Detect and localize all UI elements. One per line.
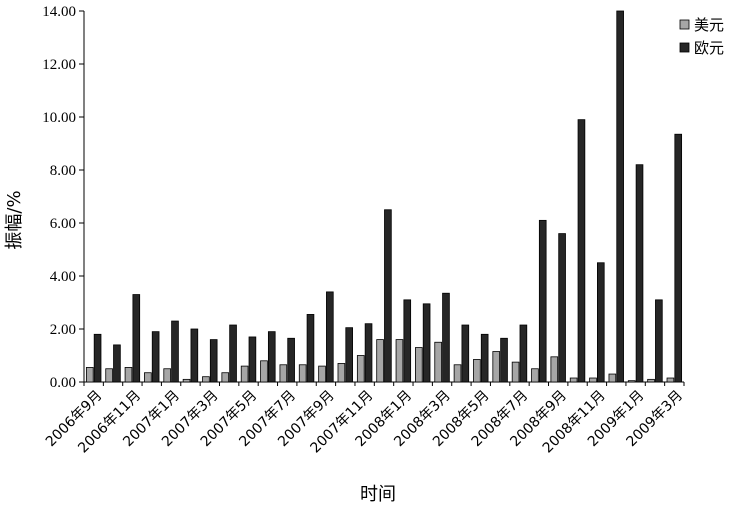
usd-bar [453,364,462,383]
eur-bar [442,292,450,383]
eur-bar [403,299,412,383]
usd-bar [492,351,501,383]
eur-bar [287,337,295,383]
y-tick-label: 0.00 [50,375,76,391]
usd-bar [105,368,113,383]
eur-bar [461,324,470,383]
eur-bar [500,337,508,383]
usd-bar [627,380,636,383]
y-tick-label: 10.00 [42,110,76,126]
eur-bar [480,333,489,383]
eur-bar [538,219,547,383]
usd-bar [395,339,404,383]
eur-bar [384,209,392,383]
usd-bar [531,368,539,383]
usd-bar [473,359,481,383]
eur-bar [151,331,160,383]
usd-bar [569,377,578,383]
y-tick-label: 4.00 [50,269,76,285]
eur-bar [248,336,257,383]
usd-bar [221,372,230,383]
usd-bar [415,347,423,383]
usd-bar [550,356,559,383]
eur-bar [93,333,102,383]
eur-bar [655,299,663,383]
eur-bar [364,323,373,383]
y-axis-title: 振幅/% [4,190,25,249]
legend-eur-label: 欧元 [694,39,724,57]
usd-bar [202,376,210,383]
usd-bar [608,373,617,383]
usd-bar [318,365,326,383]
usd-bar [356,355,365,383]
usd-bar [434,341,442,383]
eur-bar [635,164,644,383]
legend-eur-swatch [679,42,690,53]
y-tick-label: 8.00 [50,163,76,179]
usd-bar [260,360,268,383]
usd-bar [182,378,191,383]
usd-bar [666,377,675,383]
eur-bar [326,291,334,383]
x-axis-title: 时间 [360,484,396,505]
usd-bar [589,377,597,383]
usd-bar [144,372,152,383]
usd-bar [240,365,249,383]
y-axis-title-group: 振幅/% [4,190,25,249]
eur-bar [171,320,179,383]
usd-bar [298,364,307,383]
eur-bar [616,10,624,383]
usd-bar [85,367,94,383]
usd-bar [511,361,520,383]
eur-bar [209,339,218,383]
y-tick-label: 12.00 [42,57,76,73]
y-tick-label: 6.00 [50,216,76,232]
y-tick-label: 2.00 [50,322,76,338]
eur-bar [113,344,121,383]
usd-bar [279,364,288,383]
y-tick-label: 14.00 [42,4,76,20]
eur-bar [577,119,586,383]
usd-bar [647,378,655,383]
legend-usd-label: 美元 [694,16,724,34]
usd-bar [163,368,171,383]
usd-bar [124,367,133,383]
eur-bar [345,327,353,383]
plot-area: 0.002.004.006.008.0010.0012.0014.002006年… [42,4,686,456]
eur-bar [597,262,605,383]
eur-bar [422,303,431,383]
eur-bar [674,133,683,383]
eur-bar [519,324,528,383]
usd-bar [337,363,346,383]
eur-bar [558,233,566,383]
eur-bar [229,324,237,383]
usd-bar [376,339,384,383]
legend-usd-swatch [679,19,690,30]
eur-bar [132,294,141,383]
eur-bar [267,331,276,383]
eur-bar [306,314,315,383]
eur-bar [190,328,199,383]
